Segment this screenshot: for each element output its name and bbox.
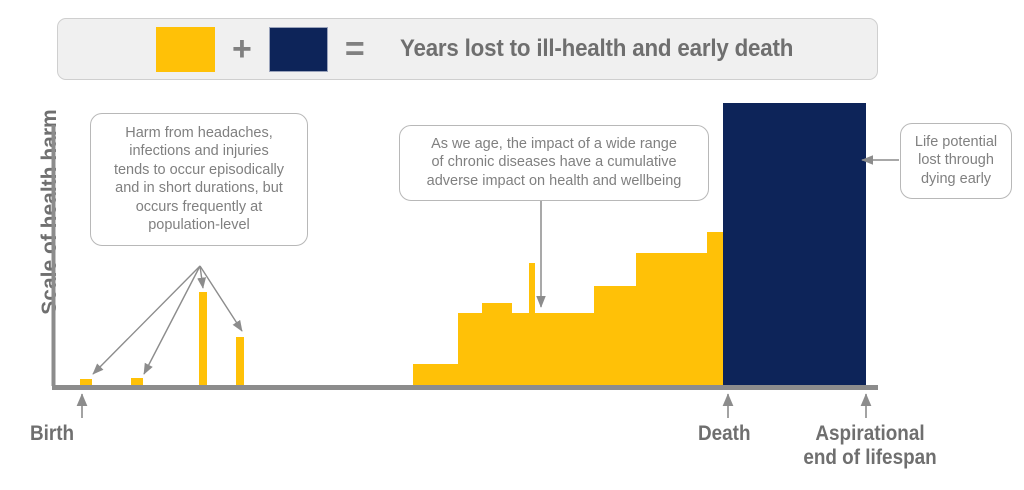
callout-chronic-disease: As we age, the impact of a wide range of…	[399, 125, 709, 202]
callout-episodic-harm: Harm from headaches, infections and inju…	[90, 113, 308, 247]
episodic-spike-4	[236, 337, 244, 386]
axis-label-aspirational-line1: Aspirational	[815, 422, 925, 445]
early-death-block	[723, 103, 866, 386]
axis-label-aspirational-line2: end of lifespan	[803, 446, 937, 469]
callout-death-line-1: Life potential	[914, 134, 998, 150]
callout-episodic-line-4: and in short durations, but	[115, 180, 283, 197]
chronic-burden-step-area	[413, 232, 723, 386]
callout-chronic-line-1: As we age, the impact of a wide range	[431, 136, 677, 152]
callout-death-line-3: dying early	[920, 170, 992, 187]
legend-content: + = Years lost to ill-health and early d…	[156, 26, 823, 72]
callout-chronic-line-2: of chronic diseases have a cumulative	[431, 154, 677, 171]
leader-line-episodic-2	[143, 265, 201, 375]
episodic-spike-3	[199, 292, 207, 386]
legend-navy-swatch	[268, 26, 328, 72]
callout-episodic-line-1: Harm from headaches,	[125, 125, 273, 141]
callout-episodic-line-5: occurs frequently at	[135, 198, 263, 215]
leader-line-episodic-1	[92, 265, 201, 375]
callout-episodic-line-6: population-level	[148, 217, 250, 234]
callout-chronic-line-3: adverse impact on health and wellbeing	[426, 172, 682, 189]
plus-icon: +	[232, 30, 252, 68]
leader-line-episodic-3	[197, 265, 207, 289]
callout-episodic-line-3: tends to occur episodically	[113, 161, 285, 178]
callout-death-line-2: lost through	[918, 152, 994, 169]
chronic-spike	[529, 263, 535, 314]
legend-bar: + = Years lost to ill-health and early d…	[57, 18, 878, 80]
legend-label: Years lost to ill-health and early death	[399, 35, 793, 62]
axis-label-death: Death	[698, 422, 751, 445]
callout-life-potential-lost: Life potential lost through dying early	[900, 123, 1012, 200]
episodic-spike-2	[131, 378, 143, 386]
axis-label-aspirational: Aspirational end of lifespan	[780, 422, 960, 470]
episodic-spike-1	[80, 379, 92, 386]
legend-yellow-swatch	[156, 26, 215, 72]
leader-line-episodic-4	[199, 265, 243, 332]
equals-icon: =	[344, 30, 365, 68]
callout-episodic-line-2: infections and injuries	[129, 143, 269, 160]
axis-label-birth: Birth	[30, 422, 75, 445]
